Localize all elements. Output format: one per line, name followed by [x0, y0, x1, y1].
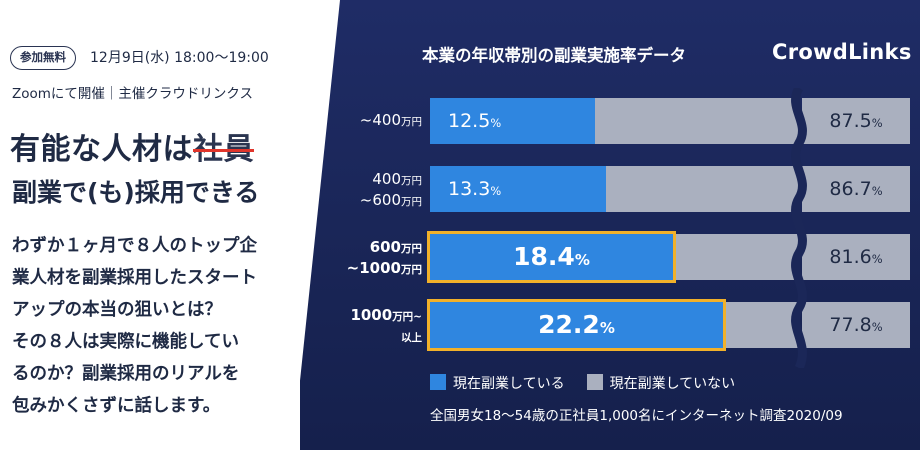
value-label-doing-number: 22.2 — [538, 310, 600, 339]
value-label-not-doing: 81.6% — [802, 246, 910, 268]
crowdlinks-logo: CrowdLinks — [772, 40, 912, 64]
chart-legend: 現在副業している 現在副業していない — [430, 373, 735, 393]
event-datetime: 12月9日(水) 18:00〜19:00 — [90, 50, 269, 66]
category-label-line-2: 以上 — [300, 327, 422, 348]
legend-swatch-not-doing — [586, 374, 603, 390]
category-label: 400万円 ~600万円 — [300, 170, 422, 212]
value-label-not-doing: 86.7% — [802, 178, 910, 200]
value-label-not-doing-number: 86.7 — [829, 178, 872, 200]
bar-doing — [430, 302, 723, 348]
category-unit: 以上 — [401, 332, 422, 344]
headline-line-1: 有能な人材は社員 — [10, 124, 254, 168]
description-line: わずか１ヶ月で８人のトップ企 — [12, 236, 257, 256]
category-label: ~400万円 — [300, 111, 422, 132]
description-line: アップの本当の狙いとは？ — [12, 300, 222, 320]
category-value: ~1000 — [346, 259, 401, 277]
value-label-doing-number: 13.3 — [448, 178, 491, 200]
category-label-line-1: ~400万円 — [300, 111, 422, 132]
category-label-line-1: 1000万円~ — [300, 306, 422, 327]
value-label-doing-unit: % — [574, 251, 590, 269]
category-label-line-2: ~1000万円 — [300, 259, 422, 280]
event-description: わずか１ヶ月で８人のトップ企 業人材を副業採用したスタート アップの本当の狙いと… — [12, 230, 312, 422]
value-label-doing: 22.2% — [430, 310, 723, 339]
category-label: 600万円 ~1000万円 — [300, 238, 422, 280]
legend-swatch-doing — [430, 374, 446, 390]
value-label-not-doing-number: 87.5 — [829, 110, 872, 132]
highlight-frame — [427, 231, 676, 283]
description-line: るのか？副業採用のリアルを — [12, 364, 240, 384]
category-unit: 万円 — [401, 243, 422, 255]
description-line: 業人材を副業採用したスタート — [12, 268, 257, 288]
event-info-panel: 参加無料 12月9日(水) 18:00〜19:00 Zoomにて開催｜主催クラウ… — [0, 0, 330, 450]
value-label-doing: 13.3% — [448, 178, 501, 200]
category-unit: 万円 — [401, 264, 422, 276]
free-badge: 参加無料 — [10, 46, 76, 70]
description-line: その８人は実際に機能してい — [12, 332, 239, 352]
legend-label-doing: 現在副業している — [453, 376, 565, 392]
value-label-doing-number: 12.5 — [448, 110, 491, 132]
highlight-frame — [427, 299, 726, 351]
category-value: 600 — [369, 238, 401, 256]
headline-prefix: 有能な人材は — [10, 132, 193, 167]
category-value: 400 — [372, 170, 401, 188]
category-value: 1000 — [350, 306, 393, 324]
value-label-not-doing-unit: % — [871, 320, 883, 334]
value-label-not-doing: 87.5% — [802, 110, 910, 132]
category-unit: 万円 — [401, 175, 422, 187]
value-label-doing: 18.4% — [430, 242, 673, 271]
bar-not-doing-right — [802, 234, 910, 280]
survey-source: 全国男女18〜54歳の正社員1,000名にインターネット調査2020/09 — [430, 408, 843, 424]
bar-not-doing-right — [802, 302, 910, 348]
chart-panel: 本業の年収帯別の副業実施率データ CrowdLinks ~400万円 12.5% 8… — [300, 0, 920, 450]
value-label-not-doing-unit: % — [871, 252, 883, 266]
bar-doing — [430, 166, 606, 212]
value-label-not-doing-unit: % — [871, 184, 883, 198]
category-value: ~400 — [359, 111, 401, 129]
bar-doing — [430, 98, 595, 144]
bar-not-doing-right — [802, 166, 910, 212]
category-unit: 万円 — [401, 116, 422, 128]
description-line: 包みかくさずに話します。 — [12, 396, 221, 416]
value-label-doing-number: 18.4 — [513, 242, 575, 271]
value-label-not-doing-number: 77.8 — [829, 314, 872, 336]
category-label-line-1: 600万円 — [300, 238, 422, 259]
bar-not-doing-right — [802, 98, 910, 144]
category-unit: 万円 — [401, 196, 422, 208]
value-label-doing-unit: % — [490, 116, 502, 130]
bar-doing — [430, 234, 673, 280]
value-label-doing: 12.5% — [448, 110, 501, 132]
value-label-not-doing-number: 81.6 — [829, 246, 872, 268]
chart-title: 本業の年収帯別の副業実施率データ — [422, 46, 686, 65]
event-venue: Zoomにて開催｜主催クラウドリンクス — [12, 86, 254, 102]
legend-label-not-doing: 現在副業していない — [609, 376, 736, 392]
category-value: ~600 — [359, 191, 401, 209]
headline-line-2: 副業で(も)採用できる — [12, 178, 260, 207]
value-label-not-doing: 77.8% — [802, 314, 910, 336]
category-label-line-1: 400万円 — [300, 170, 422, 191]
value-label-not-doing-unit: % — [871, 116, 883, 130]
category-unit: 万円~ — [392, 311, 422, 323]
axis-break-icon — [791, 88, 807, 368]
category-label: 1000万円~ 以上 — [300, 306, 422, 348]
value-label-doing-unit: % — [599, 319, 615, 337]
category-label-line-2: ~600万円 — [300, 191, 422, 212]
value-label-doing-unit: % — [490, 184, 502, 198]
headline-struck-text: 社員 — [193, 132, 254, 167]
